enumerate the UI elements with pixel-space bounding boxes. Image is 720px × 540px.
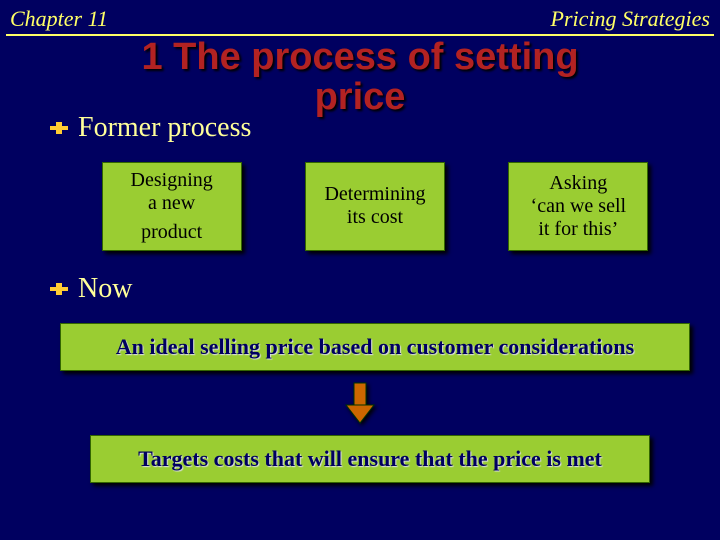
box1-line1: Designing (115, 169, 229, 192)
section1-label: Former process (78, 112, 251, 144)
box-ideal-price: An ideal selling price based on customer… (60, 323, 690, 371)
box-determining: Determining its cost (305, 162, 445, 251)
section2-label: Now (78, 273, 132, 305)
box-target-costs: Targets costs that will ensure that the … (90, 435, 650, 483)
topic-label: Pricing Strategies (551, 6, 710, 32)
box3-line3: it for this’ (521, 218, 635, 241)
arrow-down (0, 381, 720, 427)
chapter-label: Chapter 11 (10, 6, 108, 32)
slide-header: Chapter 11 Pricing Strategies (0, 0, 720, 34)
box-asking: Asking ‘can we sell it for this’ (508, 162, 648, 251)
former-process-boxes: Designing a new product Determining its … (70, 162, 680, 251)
box-designing: Designing a new product (102, 162, 242, 251)
arrow-down-icon (340, 381, 380, 427)
box3-line1: Asking (521, 172, 635, 195)
box1-line2: a new (115, 192, 229, 215)
box2-line1: Determining (318, 183, 432, 206)
slide-title: 1 The process of setting price (0, 38, 720, 118)
box1-line3: product (115, 221, 229, 244)
box2-line2: its cost (318, 206, 432, 229)
bullet-icon (50, 283, 68, 295)
bullet-icon (50, 122, 68, 134)
box3-line2: ‘can we sell (521, 195, 635, 218)
bullet-now: Now (50, 273, 720, 305)
title-line-1: 1 The process of setting (0, 38, 720, 78)
